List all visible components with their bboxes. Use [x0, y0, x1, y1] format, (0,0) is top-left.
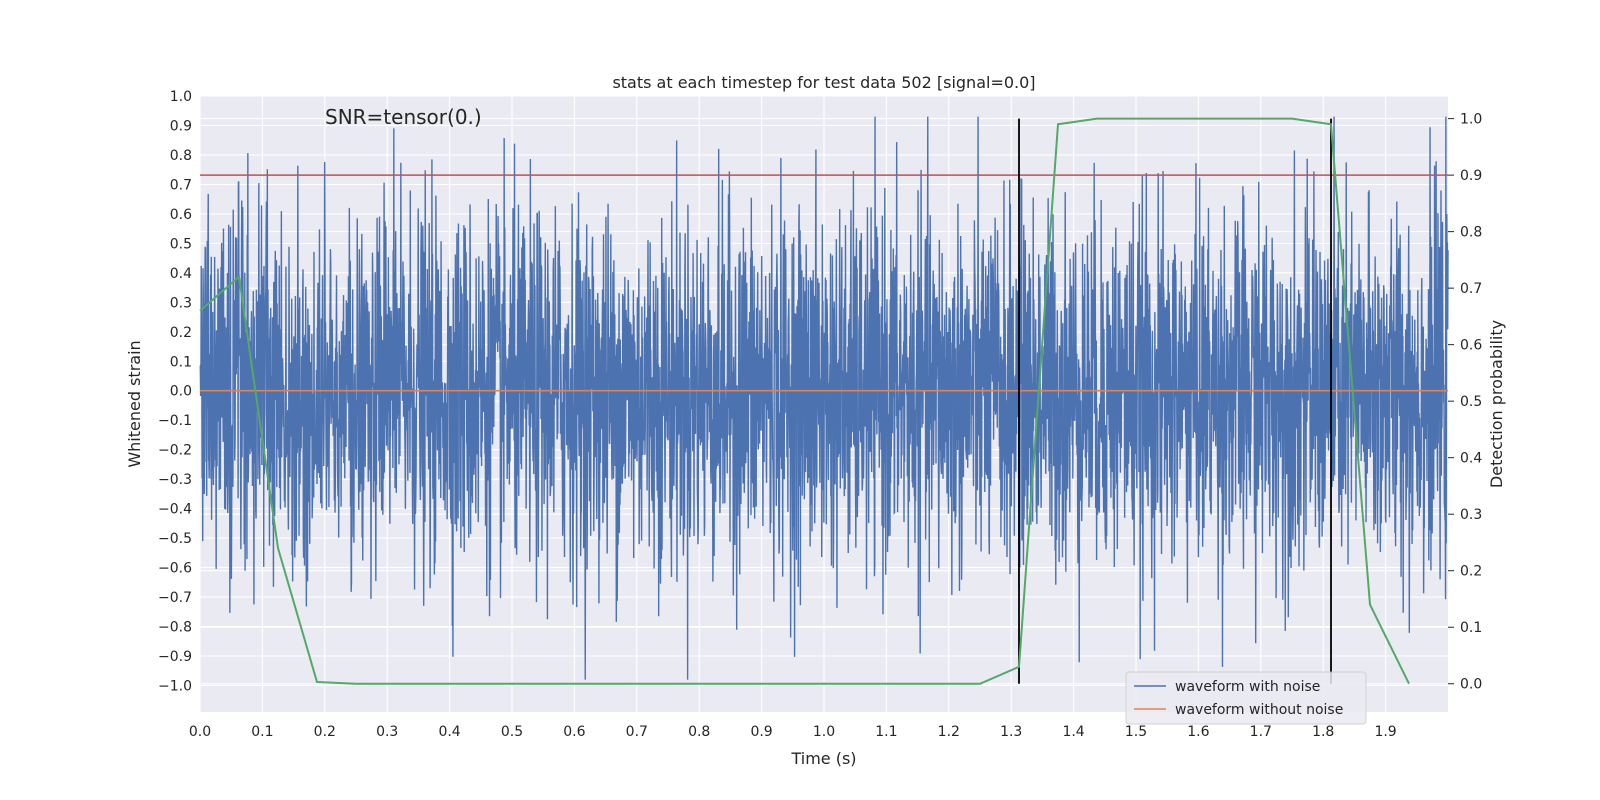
y2-axis-ticks: 1.0 0.9 0.8 0.7 0.6 0.5 0.4 0.3 0.2 0.1 0.0	[1448, 112, 1482, 693]
y2-tick-label: 0.0	[1460, 677, 1482, 693]
x-tick-label: 1.7	[1250, 724, 1272, 740]
x-axis-ticks: 0.0 0.1 0.2 0.3 0.4 0.5 0.6 0.7 0.8 0.9 1.0 1.1 1.2 1…	[189, 724, 1397, 740]
y-axis-ticks: 1.0 0.9 0.8 0.7 0.6 0.5 0.4 0.3 0.2 0.1 0.0 −0.1 −0.…	[158, 89, 192, 694]
noisy-waveform-line	[199, 116, 1449, 680]
y-tick-label: 0.7	[170, 177, 192, 193]
x-tick-label: 1.4	[1062, 724, 1084, 740]
y-tick-label: 1.0	[170, 89, 192, 105]
y2-tick-label: 0.3	[1460, 507, 1482, 523]
x-tick-label: 0.3	[376, 724, 398, 740]
x-tick-label: 1.2	[938, 724, 960, 740]
y-tick-label: 0.0	[170, 384, 192, 400]
legend: waveform with noise waveform without noi…	[1125, 671, 1367, 725]
x-tick-label: 1.6	[1187, 724, 1209, 740]
y-tick-label: 0.4	[170, 266, 192, 282]
y-tick-label: −0.5	[158, 531, 192, 547]
x-tick-label: 1.0	[813, 724, 835, 740]
x-tick-label: 0.1	[251, 724, 273, 740]
x-tick-label: 1.9	[1374, 724, 1396, 740]
y-tick-label: 0.8	[170, 148, 192, 164]
x-tick-label: 0.0	[189, 724, 211, 740]
x-tick-label: 0.8	[688, 724, 710, 740]
y-tick-label: −1.0	[158, 678, 192, 694]
x-tick-label: 1.3	[1000, 724, 1022, 740]
y2-tick-label: 0.7	[1460, 281, 1482, 297]
x-tick-label: 0.9	[750, 724, 772, 740]
y-tick-label: 0.1	[170, 354, 192, 370]
y-tick-label: −0.3	[158, 472, 192, 488]
noisy-waveform-series	[199, 116, 1449, 680]
x-tick-label: 1.1	[875, 724, 897, 740]
y2-tick-label: 0.1	[1460, 620, 1482, 636]
y-tick-label: 0.6	[170, 207, 192, 223]
x-tick-label: 1.5	[1125, 724, 1147, 740]
x-tick-label: 0.2	[314, 724, 336, 740]
vertical-markers	[1018, 118, 1332, 684]
y2-tick-label: 0.2	[1460, 564, 1482, 580]
y-tick-label: −0.6	[158, 561, 192, 577]
x-tick-label: 0.4	[438, 724, 460, 740]
y2-tick-label: 0.4	[1460, 451, 1482, 467]
y-tick-label: 0.9	[170, 118, 192, 134]
x-axis-label: Time (s)	[790, 749, 856, 768]
y2-axis-label: Detection probability	[1487, 320, 1506, 488]
y2-tick-label: 0.6	[1460, 338, 1482, 354]
chart-title: stats at each timestep for test data 502…	[612, 73, 1035, 92]
y-tick-label: −0.9	[158, 649, 192, 665]
y2-tick-label: 0.5	[1460, 394, 1482, 410]
probability-series	[199, 117, 1410, 685]
x-tick-label: 0.6	[563, 724, 585, 740]
x-tick-label: 0.7	[626, 724, 648, 740]
x-tick-label: 1.8	[1312, 724, 1334, 740]
y-tick-label: −0.4	[158, 502, 192, 518]
legend-label-clean: waveform without noise	[1175, 702, 1343, 718]
legend-box	[1125, 671, 1367, 725]
y2-tick-label: 0.9	[1460, 168, 1482, 184]
probability-line	[199, 117, 1410, 685]
y-tick-label: 0.5	[170, 236, 192, 252]
y-tick-label: −0.8	[158, 620, 192, 636]
y-tick-label: 0.3	[170, 295, 192, 311]
y-tick-label: 0.2	[170, 325, 192, 341]
y-tick-label: −0.1	[158, 413, 192, 429]
y-tick-label: −0.2	[158, 443, 192, 459]
x-tick-label: 0.5	[501, 724, 523, 740]
legend-label-noisy: waveform with noise	[1175, 679, 1320, 695]
y-axis-label: Whitened strain	[125, 340, 144, 467]
snr-annotation: SNR=tensor(0.)	[325, 105, 482, 129]
y-tick-label: −0.7	[158, 590, 192, 606]
y2-tick-label: 0.8	[1460, 225, 1482, 241]
y2-tick-label: 1.0	[1460, 112, 1482, 128]
